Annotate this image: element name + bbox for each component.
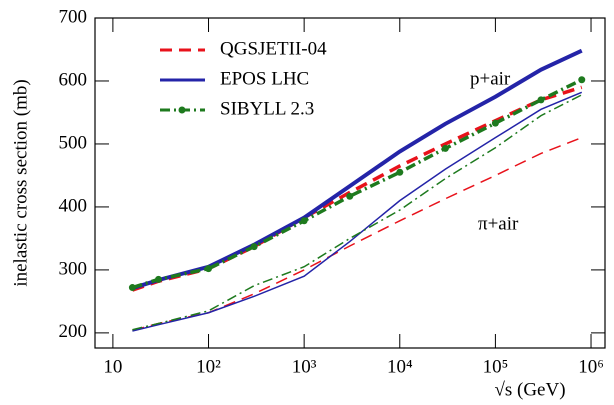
y-axis-label: inelastic cross section (mb) — [10, 79, 31, 286]
marker — [250, 243, 258, 251]
x-tick-label: 10⁶ — [578, 356, 604, 377]
x-tick-label: 10³ — [292, 356, 317, 377]
marker — [441, 144, 449, 152]
marker — [537, 96, 545, 104]
y-tick-label: 400 — [59, 195, 88, 216]
x-tick-label: 10² — [196, 356, 221, 377]
annotation: p+air — [470, 68, 511, 89]
legend-label: EPOS LHC — [220, 68, 309, 89]
marker — [578, 76, 586, 84]
line — [132, 94, 583, 331]
legend-marker — [178, 106, 186, 114]
y-tick-label: 300 — [59, 258, 88, 279]
marker — [346, 192, 354, 200]
marker — [491, 119, 499, 127]
marker — [300, 217, 308, 225]
x-tick-label: 10⁵ — [483, 356, 509, 377]
y-tick-label: 700 — [59, 6, 88, 27]
line — [131, 78, 583, 290]
plot-frame — [94, 17, 606, 349]
x-tick-label: 10⁴ — [387, 356, 413, 377]
marker — [128, 284, 136, 292]
line — [132, 91, 583, 332]
y-tick-label: 500 — [59, 132, 88, 153]
annotation: π+air — [478, 213, 519, 234]
legend-label: SIBYLL 2.3 — [220, 98, 314, 119]
marker — [155, 275, 163, 283]
line — [131, 85, 583, 292]
x-axis-label: √s (GeV) — [494, 379, 565, 400]
legend-label: QGSJETII-04 — [220, 38, 327, 59]
y-tick-label: 600 — [59, 69, 88, 90]
x-tick-label: 10 — [103, 356, 122, 377]
line — [131, 48, 583, 291]
marker — [396, 168, 404, 176]
y-tick-label: 200 — [59, 321, 88, 342]
marker — [205, 265, 213, 273]
